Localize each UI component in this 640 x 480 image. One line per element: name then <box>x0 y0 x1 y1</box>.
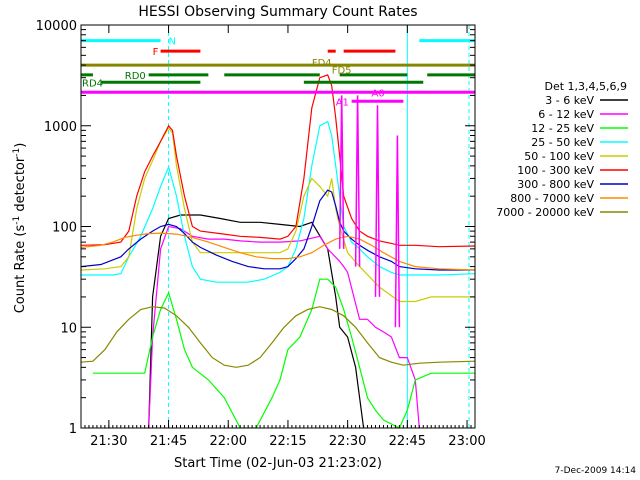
y-tick-label-3: 1000 <box>44 120 77 135</box>
legend-label-0: 3 - 6 keV <box>545 94 594 107</box>
spike-3 <box>394 135 401 328</box>
y-axis-label-sup1: -1 <box>12 216 22 225</box>
legend-label-4: 50 - 100 keV <box>524 150 594 163</box>
legend-title: Det 1,3,4,5,6,9 <box>544 80 627 93</box>
chart-title: HESSI Observing Summary Count Rates <box>138 4 417 20</box>
x-tick-label-0: 21:30 <box>90 434 127 449</box>
series-line-6 <box>81 189 475 271</box>
legend-label-7: 800 - 7000 keV <box>510 192 594 205</box>
y-axis-label-main: Count Rate (s <box>13 225 28 314</box>
spike-2 <box>374 105 381 297</box>
series-line-1 <box>148 225 420 428</box>
y-axis-label-mid: detector <box>13 156 28 216</box>
flag-label-FD4: FD4 <box>312 58 332 69</box>
y-tick-label-1: 10 <box>60 321 77 336</box>
y-axis-label-end: ) <box>13 143 28 148</box>
plot-area <box>81 25 475 428</box>
flag-label-A1: A1 <box>336 97 349 108</box>
legend-label-6: 300 - 800 keV <box>517 178 594 191</box>
axes: 21:30 21:45 22:00 22:15 22:30 22:45 23:00 1 10 10… <box>36 19 486 449</box>
spike-0 <box>338 95 345 249</box>
series-line-0 <box>148 214 365 428</box>
y-tick-label-0: 1 <box>69 422 77 437</box>
timestamp: 7-Dec-2009 14:14 <box>555 466 637 476</box>
flag-label-FD5: FD5 <box>332 66 352 77</box>
flag-label-F: F <box>153 47 159 58</box>
y-axis-label: Count Rate (s-1 detector-1) <box>12 143 28 314</box>
x-tick-label-2: 22:00 <box>210 434 247 449</box>
flag-label-A0: A0 <box>372 88 385 99</box>
x-tick-label-3: 22:15 <box>269 434 306 449</box>
y-axis-label-sup2: -1 <box>12 148 22 157</box>
legend-label-5: 100 - 300 keV <box>517 164 594 177</box>
x-tick-label-5: 22:45 <box>389 434 426 449</box>
plot-frame <box>80 24 476 429</box>
x-axis-label: Start Time (02-Jun-03 21:23:02) <box>174 456 382 471</box>
legend-label-1: 6 - 12 keV <box>538 108 594 121</box>
y-tick-label-4: 10000 <box>36 19 77 34</box>
flag-label-RD0: RD0 <box>125 71 146 82</box>
legend-label-2: 12 - 25 keV <box>531 122 594 135</box>
series-line-4 <box>81 126 475 303</box>
x-tick-label-4: 22:30 <box>329 434 366 449</box>
series-line-8 <box>81 306 475 368</box>
spike-1 <box>354 95 361 267</box>
flag-label-N: N <box>169 37 176 48</box>
legend-label-8: 7000 - 20000 keV <box>496 206 594 219</box>
series-line-5 <box>81 74 475 248</box>
x-tick-label-1: 21:45 <box>150 434 187 449</box>
y-tick-label-2: 100 <box>52 221 77 236</box>
x-tick-label-6: 23:00 <box>448 434 485 449</box>
legend-label-3: 25 - 50 keV <box>531 136 594 149</box>
flag-label-RD4: RD4 <box>82 78 103 89</box>
series-line-2 <box>92 278 475 428</box>
